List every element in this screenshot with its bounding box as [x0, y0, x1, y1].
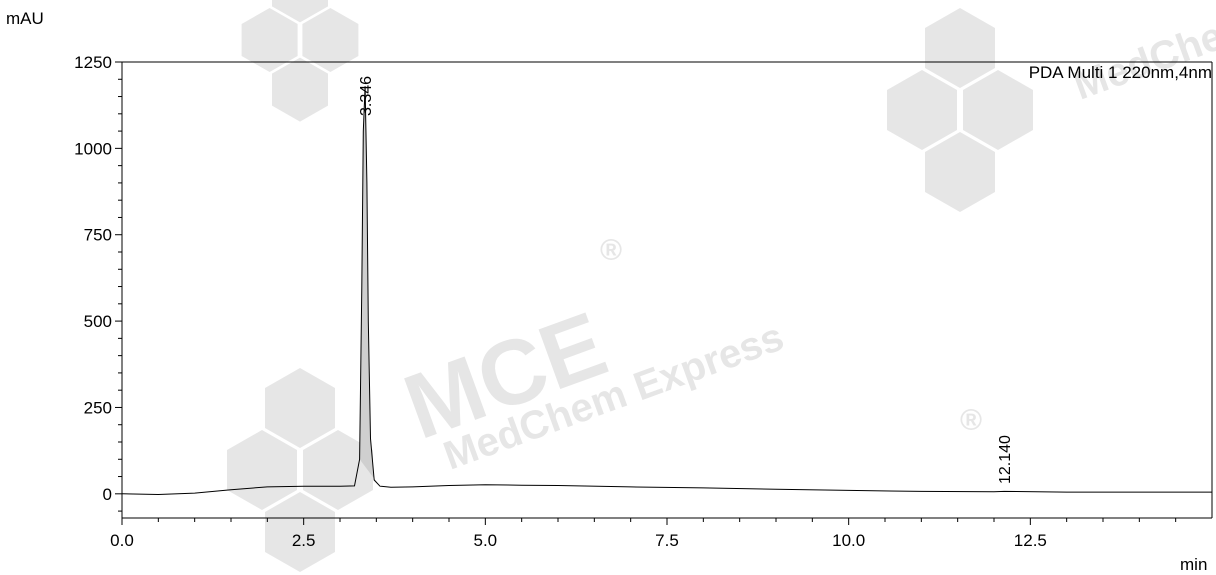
watermark-hexagon	[303, 430, 373, 510]
x-tick-label: 10.0	[832, 531, 865, 550]
labels: 3.346 12.140	[358, 76, 1014, 484]
legend-label: PDA Multi 1 220nm,4nm	[1029, 63, 1212, 82]
x-tick-label: 5.0	[474, 531, 498, 550]
peak-label: 3.346	[358, 76, 375, 116]
y-axis-unit-label: mAU	[6, 9, 44, 28]
x-tick-label: 7.5	[655, 531, 679, 550]
y-tick-label: 750	[84, 226, 112, 245]
watermark-hexagon	[272, 57, 328, 122]
x-tick-label: 2.5	[292, 531, 316, 550]
watermark-registered-mark: ®	[600, 234, 622, 267]
watermark-registered-mark: ®	[960, 404, 982, 437]
watermark-hexagon	[925, 8, 995, 88]
y-tick-label: 0	[103, 485, 112, 504]
watermark-hexagon	[925, 132, 995, 212]
y-tick-label: 500	[84, 312, 112, 331]
watermark-hexagon	[241, 7, 298, 72]
y-tick-label: 250	[84, 398, 112, 417]
watermark-logo	[887, 8, 1033, 212]
chromatogram-trace	[121, 86, 1212, 496]
x-tick-label: 12.5	[1014, 531, 1047, 550]
watermark-hexagon	[265, 368, 335, 448]
peak-area-shading	[359, 86, 380, 487]
watermark-company-text: MedChem Express	[1068, 0, 1216, 108]
watermark-logo	[227, 368, 373, 572]
y-tick-label: 1000	[74, 139, 112, 158]
watermark-hexagon	[265, 492, 335, 572]
watermark-hexagon	[887, 70, 957, 150]
watermark-hexagon	[227, 430, 297, 510]
watermark-hexagon	[302, 7, 359, 72]
peak-fill	[359, 86, 380, 487]
watermark-hexagon	[271, 0, 329, 23]
watermark-hexagon	[963, 70, 1033, 150]
watermark-logo	[241, 0, 359, 122]
x-axis-unit-label: min	[1180, 555, 1207, 574]
y-tick-label: 1250	[74, 53, 112, 72]
peak-label: 12.140	[997, 435, 1014, 484]
series	[121, 86, 1212, 496]
ticks: 0 250 500 750 1000 1250 0.0 2.5 5.0 7.5 10.0 12.5	[74, 53, 1177, 550]
x-tick-label: 0.0	[110, 531, 134, 550]
